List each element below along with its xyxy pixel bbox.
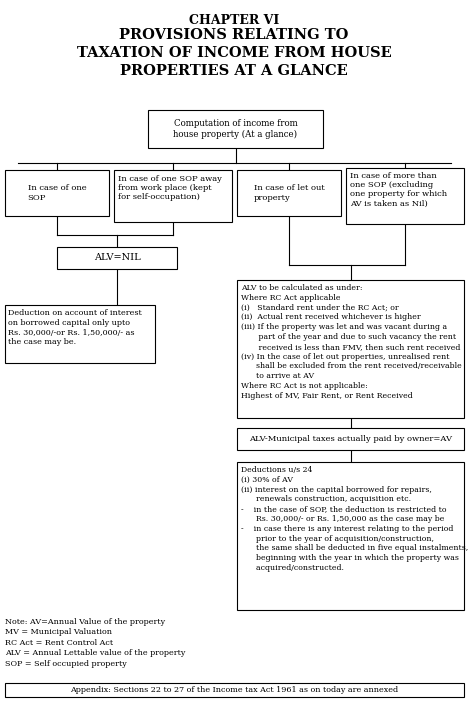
Text: ALV-Municipal taxes actually paid by owner=AV: ALV-Municipal taxes actually paid by own… <box>249 435 452 443</box>
Text: In case of one
SOP: In case of one SOP <box>28 184 86 202</box>
FancyBboxPatch shape <box>237 462 464 610</box>
FancyBboxPatch shape <box>237 280 464 418</box>
FancyBboxPatch shape <box>5 170 109 216</box>
FancyBboxPatch shape <box>237 170 341 216</box>
FancyBboxPatch shape <box>114 170 232 222</box>
Text: PROVISIONS RELATING TO
TAXATION OF INCOME FROM HOUSE
PROPERTIES AT A GLANCE: PROVISIONS RELATING TO TAXATION OF INCOM… <box>76 28 391 78</box>
FancyBboxPatch shape <box>5 683 464 697</box>
Text: Appendix: Sections 22 to 27 of the Income tax Act 1961 as on today are annexed: Appendix: Sections 22 to 27 of the Incom… <box>70 686 399 694</box>
FancyBboxPatch shape <box>57 247 177 269</box>
Text: ALV to be calculated as under:
Where RC Act applicable
(i)   Standard rent under: ALV to be calculated as under: Where RC … <box>241 284 462 400</box>
Text: Deductions u/s 24
(i) 30% of AV
(ii) interest on the capital borrowed for repair: Deductions u/s 24 (i) 30% of AV (ii) int… <box>241 466 468 572</box>
Text: Computation of income from
house property (At a glance): Computation of income from house propert… <box>174 119 297 139</box>
Text: In case of more than
one SOP (excluding
one property for which
AV is taken as Ni: In case of more than one SOP (excluding … <box>350 172 447 207</box>
FancyBboxPatch shape <box>237 428 464 450</box>
Text: In case of let out
property: In case of let out property <box>254 184 325 202</box>
Text: Note: AV=Annual Value of the property
MV = Municipal Valuation
RC Act = Rent Con: Note: AV=Annual Value of the property MV… <box>5 618 185 667</box>
FancyBboxPatch shape <box>346 168 464 224</box>
Text: In case of one SOP away
from work place (kept
for self-occupation): In case of one SOP away from work place … <box>118 175 222 201</box>
FancyBboxPatch shape <box>148 110 323 148</box>
Text: Deduction on account of interest
on borrowed capital only upto
Rs. 30,000/-or Rs: Deduction on account of interest on borr… <box>8 309 142 346</box>
Text: ALV=NIL: ALV=NIL <box>94 254 140 262</box>
Text: CHAPTER VI: CHAPTER VI <box>189 14 279 27</box>
FancyBboxPatch shape <box>5 305 155 363</box>
